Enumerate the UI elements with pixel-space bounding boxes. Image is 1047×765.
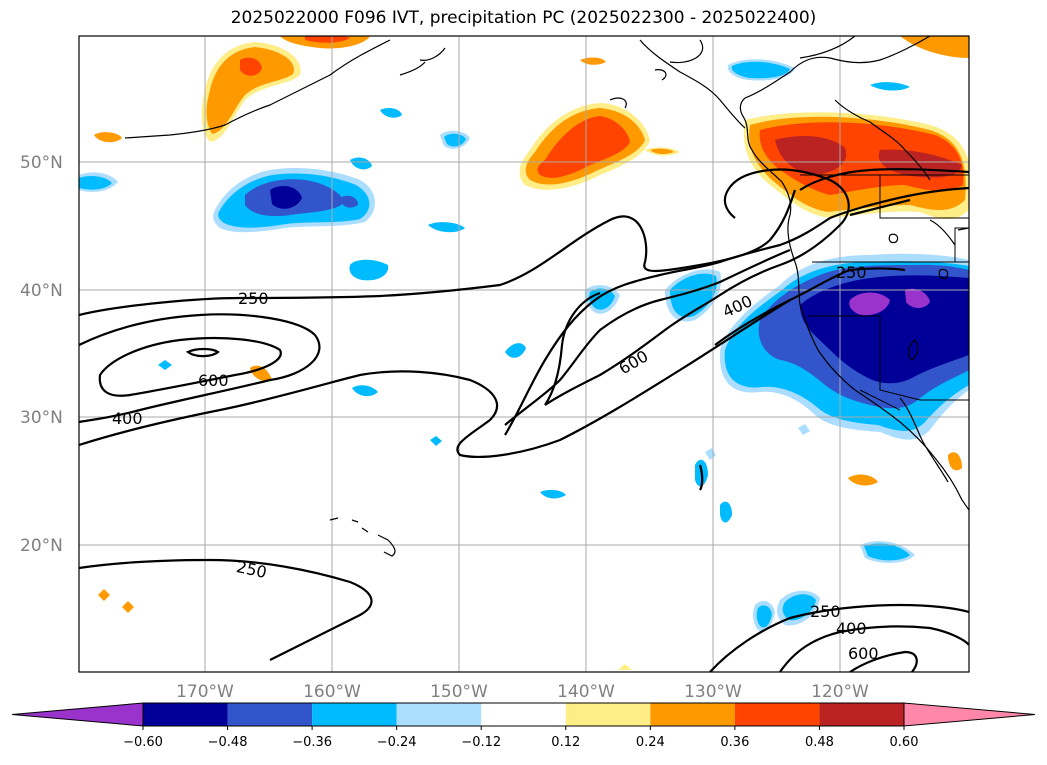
ivt-contours [79, 168, 969, 672]
lon-tick-label: 170°W [176, 682, 234, 702]
map-title: 2025022000 F096 IVT, precipitation PC (2… [230, 8, 817, 28]
negative-anomalies [79, 59, 969, 632]
contour-label: 250 [836, 263, 867, 282]
contour-label: 250 [810, 602, 841, 621]
colorbar-tick-label: −0.12 [461, 735, 501, 750]
colorbar-tick-label: −0.24 [377, 735, 417, 750]
colorbar: −0.60 −0.48 −0.36 −0.24 −0.12 0.12 0.24 0.36 0.4… [11, 702, 1036, 750]
map-frame [78, 35, 970, 673]
colorbar-tick-label: 0.60 [890, 735, 919, 750]
colorbar-segment [565, 703, 651, 726]
contour-label: 600 [198, 371, 229, 390]
lat-tick-label: 40°N [20, 281, 63, 301]
colorbar-extend-low [11, 702, 144, 727]
colorbar-tick-label: −0.60 [123, 735, 163, 750]
colorbar-tick-label: 0.36 [720, 735, 749, 750]
lon-tick-label: 120°W [811, 682, 869, 702]
colorbar-segment [650, 703, 735, 726]
lat-ticks: 50°N 40°N 30°N 20°N [20, 153, 63, 556]
lon-tick-label: 150°W [430, 682, 488, 702]
contour-label: 600 [848, 644, 879, 663]
colorbar-segment [227, 703, 313, 726]
contour-label: 400 [112, 409, 143, 428]
lat-tick-label: 30°N [20, 408, 63, 428]
colorbar-tick-label: 0.24 [636, 735, 665, 750]
colorbar-segment [312, 703, 397, 726]
lon-tick-label: 160°W [303, 682, 361, 702]
colorbar-segment [143, 703, 228, 726]
contour-label: 250 [238, 289, 269, 308]
colorbar-tick-label: 0.48 [805, 735, 834, 750]
lon-tick-label: 130°W [684, 682, 742, 702]
colorbar-tick-label: −0.48 [208, 735, 248, 750]
colorbar-segment [396, 703, 482, 726]
map-area: 250 600 400 250 600 400 250 250 400 600 [79, 36, 969, 672]
colorbar-segment [481, 703, 566, 726]
lat-tick-label: 50°N [20, 153, 63, 173]
colorbar-tick-label: −0.36 [292, 735, 332, 750]
colorbar-segment [819, 703, 904, 726]
colorbar-extend-high [903, 702, 1036, 727]
lon-ticks: 170°W 160°W 150°W 140°W 130°W 120°W [176, 682, 869, 702]
lon-tick-label: 140°W [557, 682, 615, 702]
colorbar-segment [734, 703, 820, 726]
colorbar-tick-label: 0.12 [551, 735, 580, 750]
borders [800, 174, 969, 411]
contour-label: 400 [836, 619, 867, 638]
lat-tick-label: 20°N [20, 536, 63, 556]
colorbar-frame [142, 702, 905, 727]
graticule [79, 36, 969, 672]
